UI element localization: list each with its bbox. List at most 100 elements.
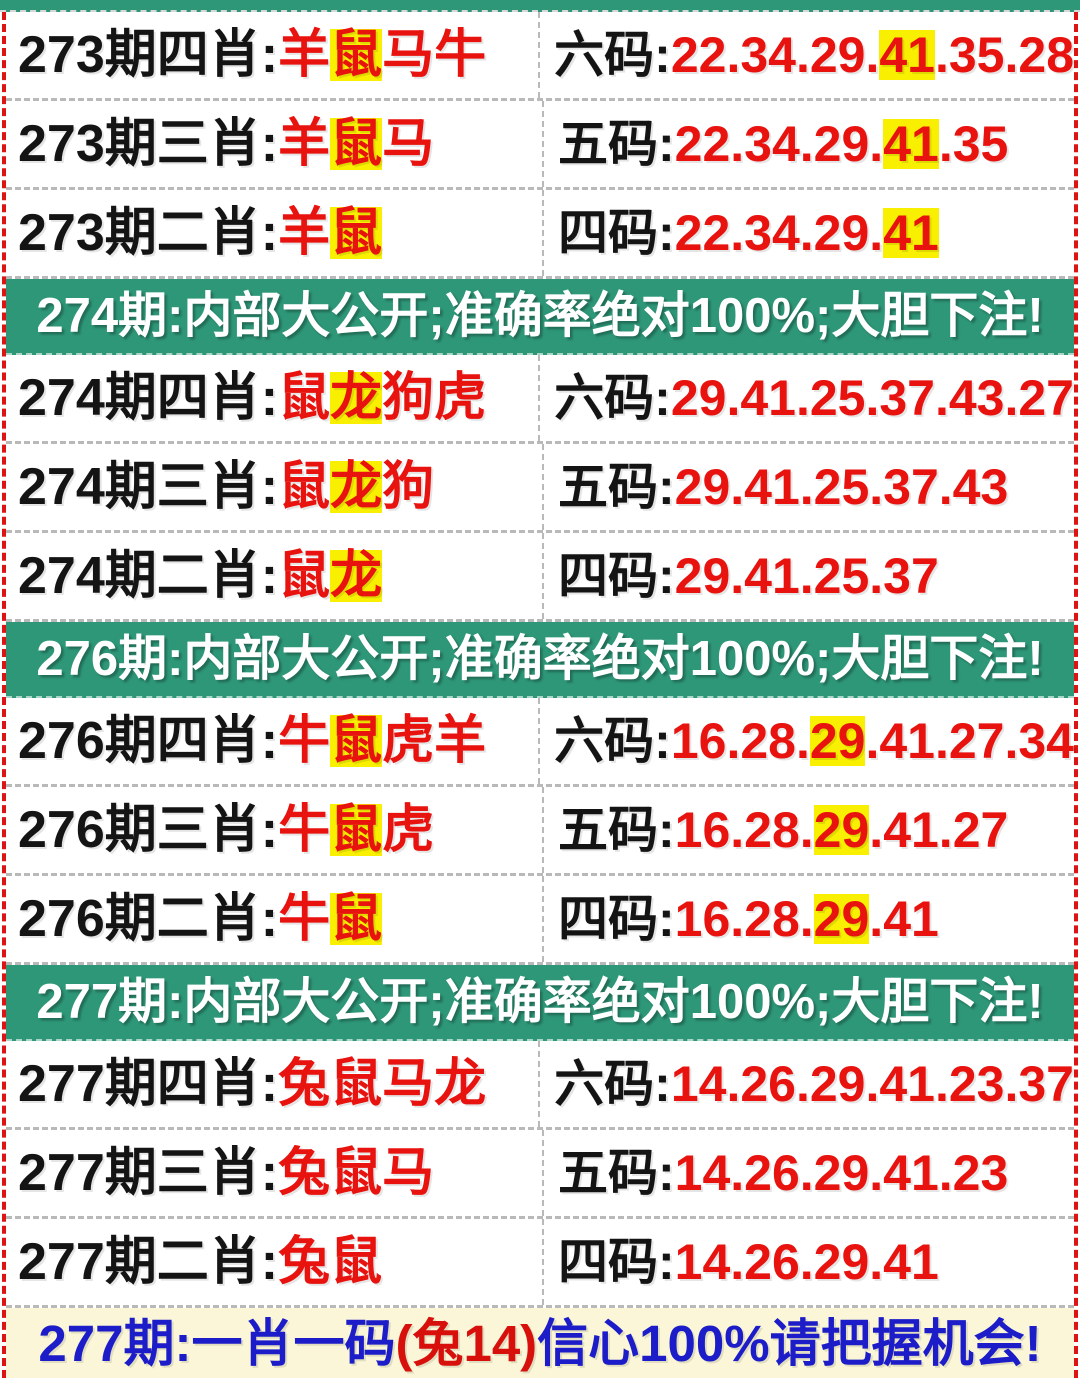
text-segment: 14.26.29.41.23 — [674, 1145, 1009, 1201]
highlighted-text: 鼠 — [330, 712, 383, 770]
prediction-row: 274期三肖: 鼠龙狗五码: 29.41.25.37.43 — [6, 444, 1074, 533]
prediction-row: 273期三肖: 羊鼠马五码: 22.34.29. 41.35 — [6, 101, 1074, 190]
text-segment: .35 — [938, 116, 1009, 172]
section-banner: 274期:内部大公开;准确率绝对100%;大胆下注! — [6, 279, 1074, 355]
text-segment: 六码: — [554, 713, 671, 769]
text-segment: 273期四肖: — [18, 26, 279, 84]
zodiac-cell: 276期三肖: 牛鼠虎 — [6, 787, 542, 873]
highlighted-text: 鼠 — [330, 26, 383, 84]
top-green-strip — [0, 0, 1080, 12]
text-segment: 信心100%请把握机会! — [537, 1314, 1042, 1372]
footer-note: 277期:一肖一码 (兔14) 信心100%请把握机会! — [6, 1308, 1074, 1378]
text-segment: 羊 — [278, 115, 331, 173]
text-segment: 羊 — [278, 204, 331, 262]
text-segment: 14.26.29.41.23.37 — [670, 1056, 1074, 1112]
highlighted-text: 鼠 — [330, 890, 383, 948]
zodiac-cell: 273期二肖: 羊鼠 — [6, 190, 542, 276]
zodiac-cell: 274期二肖: 鼠龙 — [6, 533, 542, 619]
text-segment: 273期三肖: — [18, 115, 279, 173]
text-segment: 276期二肖: — [18, 890, 279, 948]
highlighted-text: 29 — [813, 802, 870, 858]
sections: 273期四肖: 羊鼠马牛 六码: 22.34.29. 41.35.28 273期三肖: 羊鼠… — [6, 12, 1074, 1308]
highlighted-text: 29 — [809, 713, 866, 769]
text-segment: 五码: — [558, 802, 675, 858]
text-segment: 四码: — [558, 891, 675, 947]
prediction-row: 273期四肖: 羊鼠马牛 六码: 22.34.29. 41.35.28 — [6, 12, 1074, 101]
text-segment: 马牛 — [382, 26, 487, 84]
zodiac-cell: 274期三肖: 鼠龙狗 — [6, 444, 542, 530]
text-segment: 276期四肖: — [18, 712, 279, 770]
text-segment: 四码: — [558, 548, 675, 604]
zodiac-cell: 276期二肖: 牛鼠 — [6, 876, 542, 962]
prediction-row: 277期三肖: 兔鼠马 五码: 14.26.29.41.23 — [6, 1130, 1074, 1219]
text-segment: 兔鼠马 — [278, 1144, 435, 1202]
text-segment: .41 — [869, 891, 939, 947]
text-segment: 鼠 — [278, 547, 331, 605]
code-cell: 六码: 29.41.25.37.43.27 — [538, 355, 1074, 441]
text-segment: 29.41.25.37 — [674, 548, 939, 604]
code-cell: 四码: 14.26.29.41 — [542, 1219, 1074, 1305]
highlighted-text: 41 — [883, 205, 939, 261]
text-segment: 六码: — [554, 27, 671, 83]
text-segment: 273期二肖: — [18, 204, 279, 262]
highlighted-text: 龙 — [330, 458, 383, 516]
text-segment: (兔14) — [395, 1314, 538, 1372]
text-segment: 四码: — [558, 1234, 675, 1290]
code-cell: 五码: 29.41.25.37.43 — [542, 444, 1074, 530]
text-segment: 五码: — [558, 459, 675, 515]
text-segment: 16.28. — [670, 713, 810, 769]
text-segment: 22.34.29. — [670, 27, 880, 83]
text-segment: 兔鼠 — [278, 1233, 383, 1291]
highlighted-text: 29 — [813, 891, 870, 947]
highlighted-text: 鼠 — [330, 801, 383, 859]
code-cell: 六码: 22.34.29. 41.35.28 — [538, 12, 1074, 98]
text-segment: 牛 — [278, 801, 331, 859]
text-segment: 五码: — [558, 116, 675, 172]
zodiac-cell: 276期四肖: 牛鼠虎羊 — [6, 698, 538, 784]
text-segment: 牛 — [278, 712, 331, 770]
text-segment: 276期三肖: — [18, 801, 279, 859]
text-segment: 16.28. — [674, 802, 814, 858]
text-segment: .41.27 — [869, 802, 1009, 858]
text-segment: 鼠 — [278, 458, 331, 516]
content-frame: 273期四肖: 羊鼠马牛 六码: 22.34.29. 41.35.28 273期三肖: 羊鼠… — [2, 12, 1078, 1378]
text-segment: 274期三肖: — [18, 458, 279, 516]
text-segment: 274期四肖: — [18, 369, 279, 427]
text-segment: 29.41.25.37.43 — [674, 459, 1009, 515]
text-segment: 狗虎 — [382, 369, 487, 427]
text-segment: 277期:一肖一码 — [38, 1314, 396, 1372]
text-segment: .35.28 — [934, 27, 1074, 83]
highlighted-text: 龙 — [330, 547, 383, 605]
prediction-row: 277期二肖: 兔鼠 四码: 14.26.29.41 — [6, 1219, 1074, 1308]
code-cell: 四码: 22.34.29. 41 — [542, 190, 1074, 276]
code-cell: 四码: 16.28. 29.41 — [542, 876, 1074, 962]
text-segment: 22.34.29. — [674, 205, 884, 261]
prediction-row: 276期三肖: 牛鼠虎五码: 16.28. 29.41.27 — [6, 787, 1074, 876]
prediction-row: 273期二肖: 羊鼠四码: 22.34.29. 41 — [6, 190, 1074, 279]
zodiac-cell: 273期四肖: 羊鼠马牛 — [6, 12, 538, 98]
zodiac-cell: 277期三肖: 兔鼠马 — [6, 1130, 542, 1216]
zodiac-cell: 273期三肖: 羊鼠马 — [6, 101, 542, 187]
prediction-row: 277期四肖: 兔鼠马龙 六码: 14.26.29.41.23.37 — [6, 1041, 1074, 1130]
highlighted-text: 龙 — [330, 369, 383, 427]
text-segment: 277期四肖: — [18, 1055, 279, 1113]
text-segment: 16.28. — [674, 891, 814, 947]
text-segment: 兔鼠马龙 — [278, 1055, 487, 1113]
highlighted-text: 鼠 — [330, 204, 383, 262]
text-segment: 马 — [382, 115, 435, 173]
text-segment: 277期二肖: — [18, 1233, 279, 1291]
text-segment: 狗 — [382, 458, 435, 516]
prediction-row: 276期二肖: 牛鼠四码: 16.28. 29.41 — [6, 876, 1074, 965]
prediction-row: 276期四肖: 牛鼠虎羊 六码: 16.28. 29.41.27.34 — [6, 698, 1074, 787]
text-segment: 虎羊 — [382, 712, 487, 770]
text-segment: 牛 — [278, 890, 331, 948]
text-segment: .41.27.34 — [865, 713, 1074, 769]
text-segment: 鼠 — [278, 369, 331, 427]
zodiac-cell: 274期四肖: 鼠龙狗虎 — [6, 355, 538, 441]
text-segment: 四码: — [558, 205, 675, 261]
text-segment: 274期二肖: — [18, 547, 279, 605]
code-cell: 四码: 29.41.25.37 — [542, 533, 1074, 619]
code-cell: 五码: 16.28. 29.41.27 — [542, 787, 1074, 873]
text-segment: 五码: — [558, 1145, 675, 1201]
code-cell: 五码: 22.34.29. 41.35 — [542, 101, 1074, 187]
